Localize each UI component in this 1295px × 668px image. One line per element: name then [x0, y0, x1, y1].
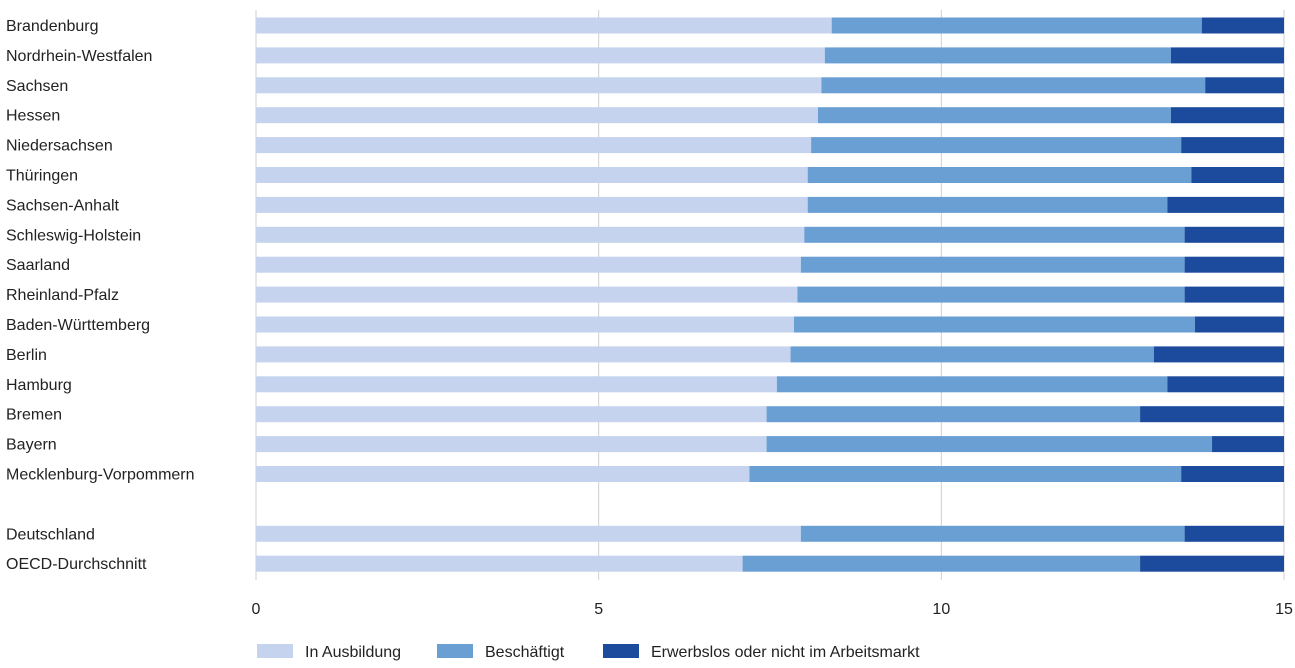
bar-segment-s0-4	[256, 137, 812, 154]
category-label: Schleswig-Holstein	[6, 227, 141, 244]
x-tick-label-5: 5	[594, 601, 603, 618]
bar-segment-s2-10	[1194, 316, 1284, 333]
bar-segment-s0-13	[256, 406, 767, 423]
bar-segment-s2-14	[1212, 436, 1284, 453]
bar-segment-s2-6	[1167, 196, 1284, 213]
bar-segment-s2-13	[1140, 406, 1284, 423]
legend-swatch-0	[257, 644, 293, 658]
bar-segment-s0-7	[256, 226, 805, 243]
bar-segment-s1-14	[766, 436, 1213, 453]
x-tick-label-0: 0	[252, 601, 261, 618]
bar-segment-s0-8	[256, 256, 801, 273]
category-label: Sachsen-Anhalt	[6, 197, 120, 214]
legend: In Ausbildung Beschäftigt Erwerbslos oder …	[257, 644, 920, 661]
bar-segment-s2-16	[1184, 525, 1284, 542]
bar-segment-s2-0	[1201, 17, 1284, 34]
legend-label-0: In Ausbildung	[305, 644, 401, 661]
bar-segment-s2-3	[1170, 107, 1284, 124]
category-label: Berlin	[6, 347, 47, 364]
category-label: Hessen	[6, 108, 60, 125]
legend-label-1: Beschäftigt	[485, 644, 565, 661]
bar-segment-s1-6	[807, 196, 1168, 213]
bar-segment-s2-9	[1184, 286, 1284, 303]
bars	[256, 17, 1284, 572]
bar-segment-s2-8	[1184, 256, 1284, 273]
bar-segment-s2-2	[1205, 77, 1284, 94]
category-label: Saarland	[6, 257, 70, 274]
legend-swatch-2	[603, 644, 639, 658]
bar-segment-s1-13	[766, 406, 1141, 423]
x-tick-label-10: 10	[932, 601, 950, 618]
bar-segment-s1-0	[831, 17, 1202, 34]
bar-segment-s0-9	[256, 286, 798, 303]
bar-segment-s0-0	[256, 17, 832, 34]
legend-swatch-1	[437, 644, 473, 658]
category-label: Rheinland-Pfalz	[6, 287, 119, 304]
bar-segment-s0-12	[256, 376, 777, 393]
bar-segment-s0-6	[256, 196, 808, 213]
bar-segment-s1-12	[776, 376, 1168, 393]
category-label: Sachsen	[6, 78, 68, 95]
bar-segment-s0-5	[256, 167, 808, 183]
bar-segment-s2-1	[1170, 47, 1284, 64]
bar-segment-s1-9	[797, 286, 1185, 303]
bar-segment-s0-1	[256, 47, 825, 64]
x-tick-label-15: 15	[1275, 601, 1293, 618]
bar-segment-s1-7	[804, 226, 1185, 243]
category-label: Brandenburg	[6, 18, 99, 35]
bar-segment-s0-11	[256, 346, 791, 363]
bar-segment-s1-16	[800, 525, 1185, 542]
bar-segment-s0-17	[256, 555, 743, 572]
category-label: OECD-Durchschnitt	[6, 556, 147, 573]
bar-segment-s1-10	[793, 316, 1195, 333]
category-label: Hamburg	[6, 377, 72, 394]
bar-segment-s0-15	[256, 466, 750, 482]
bar-segment-s0-10	[256, 316, 794, 333]
category-label: Niedersachsen	[6, 138, 113, 155]
bar-segment-s0-14	[256, 436, 767, 453]
bar-segment-s0-3	[256, 107, 818, 124]
bar-segment-s2-17	[1140, 555, 1284, 572]
bar-segment-s1-8	[800, 256, 1185, 273]
bar-segment-s1-4	[811, 137, 1182, 154]
category-labels: Brandenburg Nordrhein-Westfalen Sachsen Hes…	[6, 18, 195, 573]
bar-segment-s0-16	[256, 525, 801, 542]
bar-segment-s1-3	[817, 107, 1171, 124]
bar-segment-s1-2	[821, 77, 1206, 94]
bar-segment-s2-12	[1167, 376, 1284, 393]
bar-segment-s1-15	[749, 466, 1182, 482]
category-label: Baden-Württemberg	[6, 317, 150, 334]
x-axis-ticks: 0 5 10 15	[252, 601, 1293, 618]
bar-segment-s2-11	[1153, 346, 1284, 363]
category-label: Mecklenburg-Vorpommern	[6, 467, 195, 484]
bar-segment-s2-15	[1181, 466, 1284, 482]
bar-segment-s0-2	[256, 77, 822, 94]
legend-label-2: Erwerbslos oder nicht im Arbeitsmarkt	[651, 644, 920, 661]
bar-segment-s1-1	[824, 47, 1171, 64]
category-label: Bayern	[6, 437, 57, 454]
bar-segment-s2-7	[1184, 226, 1284, 243]
bar-segment-s1-17	[742, 555, 1141, 572]
bar-segment-s1-11	[790, 346, 1154, 363]
category-label: Bremen	[6, 407, 62, 424]
category-label: Nordrhein-Westfalen	[6, 48, 152, 65]
bar-segment-s2-4	[1181, 137, 1284, 154]
bar-segment-s1-5	[807, 167, 1192, 183]
category-label: Deutschland	[6, 526, 95, 543]
category-label: Thüringen	[6, 168, 78, 185]
bar-segment-s2-5	[1191, 167, 1284, 183]
